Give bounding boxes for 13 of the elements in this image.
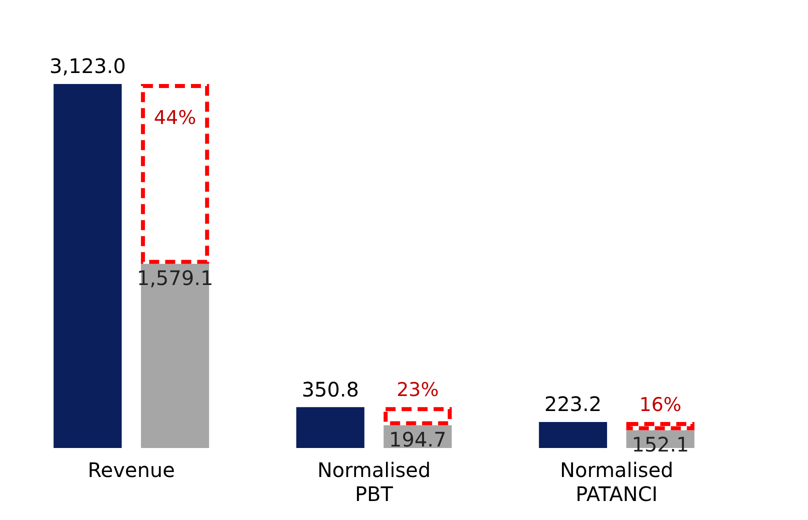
bar bbox=[538, 422, 608, 448]
annotation: 16% bbox=[639, 394, 682, 416]
x-tick-label: Revenue bbox=[88, 458, 175, 482]
data-label: 223.2 bbox=[544, 392, 602, 416]
bar bbox=[296, 407, 364, 448]
bar bbox=[54, 84, 122, 448]
x-tick-label: Normalised PATANCI bbox=[560, 458, 674, 506]
data-label: 194.7 bbox=[389, 428, 446, 452]
annotation: 44% bbox=[154, 106, 196, 129]
data-label: 3,123.0 bbox=[49, 54, 126, 78]
annotation: 23% bbox=[396, 379, 439, 402]
x-tick-label: Normalised PBT bbox=[317, 458, 431, 506]
data-label: 350.8 bbox=[302, 377, 359, 402]
